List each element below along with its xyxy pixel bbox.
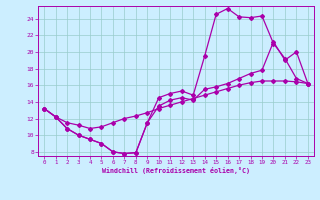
X-axis label: Windchill (Refroidissement éolien,°C): Windchill (Refroidissement éolien,°C): [102, 167, 250, 174]
